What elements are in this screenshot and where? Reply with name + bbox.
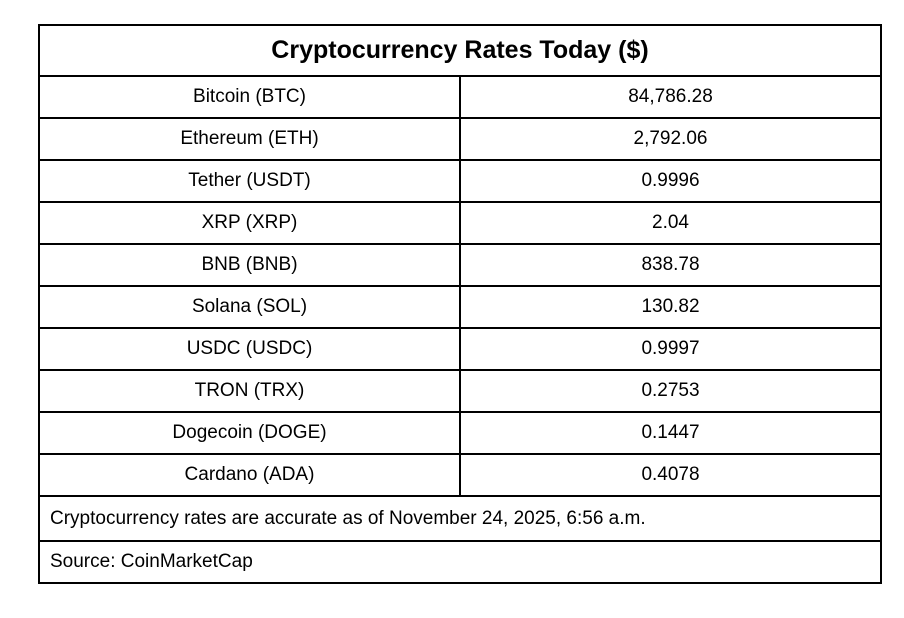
crypto-rate-cell: 0.1447	[459, 411, 882, 455]
accuracy-note: Cryptocurrency rates are accurate as of …	[38, 495, 882, 542]
crypto-rate-cell: 0.9996	[459, 159, 882, 203]
crypto-name-cell: USDC (USDC)	[38, 327, 461, 371]
crypto-name-cell: Tether (USDT)	[38, 159, 461, 203]
crypto-name-cell: XRP (XRP)	[38, 201, 461, 245]
crypto-name-cell: Cardano (ADA)	[38, 453, 461, 497]
table-row: Tether (USDT) 0.9996	[38, 159, 882, 203]
table-row: Dogecoin (DOGE) 0.1447	[38, 411, 882, 455]
crypto-name-cell: Ethereum (ETH)	[38, 117, 461, 161]
table-row: Bitcoin (BTC) 84,786.28	[38, 75, 882, 119]
crypto-name-cell: TRON (TRX)	[38, 369, 461, 413]
footer-note-row: Cryptocurrency rates are accurate as of …	[38, 495, 882, 542]
table-title: Cryptocurrency Rates Today ($)	[38, 24, 882, 77]
crypto-rates-table: Cryptocurrency Rates Today ($) Bitcoin (…	[38, 24, 882, 584]
crypto-rate-cell: 0.9997	[459, 327, 882, 371]
table-row: XRP (XRP) 2.04	[38, 201, 882, 245]
crypto-name-cell: Solana (SOL)	[38, 285, 461, 329]
crypto-name-cell: Dogecoin (DOGE)	[38, 411, 461, 455]
table-row: TRON (TRX) 0.2753	[38, 369, 882, 413]
crypto-rate-cell: 0.2753	[459, 369, 882, 413]
table-row: Solana (SOL) 130.82	[38, 285, 882, 329]
table-row: USDC (USDC) 0.9997	[38, 327, 882, 371]
table-row: BNB (BNB) 838.78	[38, 243, 882, 287]
source-note: Source: CoinMarketCap	[38, 540, 882, 584]
table-row: Cardano (ADA) 0.4078	[38, 453, 882, 497]
table-row: Ethereum (ETH) 2,792.06	[38, 117, 882, 161]
crypto-rate-cell: 838.78	[459, 243, 882, 287]
source-row: Source: CoinMarketCap	[38, 540, 882, 584]
crypto-name-cell: Bitcoin (BTC)	[38, 75, 461, 119]
crypto-name-cell: BNB (BNB)	[38, 243, 461, 287]
crypto-rate-cell: 0.4078	[459, 453, 882, 497]
crypto-rate-cell: 2,792.06	[459, 117, 882, 161]
crypto-rate-cell: 130.82	[459, 285, 882, 329]
crypto-rate-cell: 2.04	[459, 201, 882, 245]
crypto-rate-cell: 84,786.28	[459, 75, 882, 119]
title-row: Cryptocurrency Rates Today ($)	[38, 24, 882, 77]
